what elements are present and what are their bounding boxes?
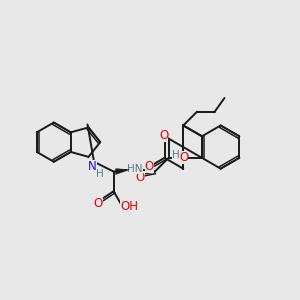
Polygon shape	[116, 169, 129, 175]
Text: OH: OH	[120, 200, 138, 213]
Text: O: O	[159, 129, 168, 142]
Text: H: H	[96, 169, 104, 178]
Text: O: O	[179, 152, 188, 164]
Text: O: O	[136, 171, 145, 184]
Text: N: N	[88, 160, 97, 173]
Text: O: O	[145, 160, 154, 173]
Text: O: O	[93, 197, 103, 211]
Text: H: H	[172, 150, 179, 160]
Text: HN: HN	[128, 164, 143, 174]
